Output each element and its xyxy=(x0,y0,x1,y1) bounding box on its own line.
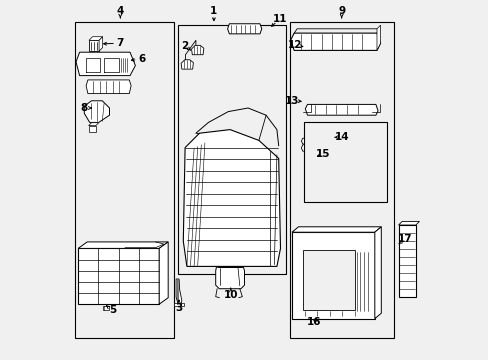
Polygon shape xyxy=(374,227,381,319)
Text: 16: 16 xyxy=(306,317,321,327)
Polygon shape xyxy=(99,37,102,51)
Polygon shape xyxy=(89,40,99,51)
Polygon shape xyxy=(159,242,168,304)
Polygon shape xyxy=(78,248,159,304)
Text: 4: 4 xyxy=(116,6,124,16)
Polygon shape xyxy=(86,80,131,94)
Text: 7: 7 xyxy=(116,38,124,48)
Text: 11: 11 xyxy=(273,14,287,24)
Text: 1: 1 xyxy=(210,6,217,16)
Polygon shape xyxy=(301,145,379,151)
Polygon shape xyxy=(215,267,244,289)
Polygon shape xyxy=(291,227,381,232)
Bar xyxy=(75,22,174,338)
Text: 8: 8 xyxy=(81,103,88,113)
Polygon shape xyxy=(183,130,280,266)
Polygon shape xyxy=(89,37,102,40)
Bar xyxy=(178,25,285,274)
Text: 13: 13 xyxy=(284,96,299,106)
Polygon shape xyxy=(301,138,379,144)
Bar xyxy=(289,22,393,338)
Text: 12: 12 xyxy=(287,40,302,50)
Text: 6: 6 xyxy=(138,54,145,64)
Polygon shape xyxy=(290,33,380,50)
Polygon shape xyxy=(84,101,109,122)
Polygon shape xyxy=(398,221,419,225)
Polygon shape xyxy=(376,25,380,50)
Polygon shape xyxy=(176,279,182,304)
Text: 17: 17 xyxy=(397,234,411,244)
Polygon shape xyxy=(327,132,336,143)
Text: 14: 14 xyxy=(334,132,348,142)
Text: 3: 3 xyxy=(175,303,182,313)
Text: 15: 15 xyxy=(315,149,329,159)
Text: 10: 10 xyxy=(223,290,238,300)
Polygon shape xyxy=(88,123,99,126)
Polygon shape xyxy=(103,306,108,310)
Polygon shape xyxy=(181,60,193,69)
Polygon shape xyxy=(305,104,377,115)
Text: 5: 5 xyxy=(108,305,116,315)
Text: 9: 9 xyxy=(337,6,345,16)
Polygon shape xyxy=(291,232,374,319)
Polygon shape xyxy=(227,24,261,34)
Bar xyxy=(303,122,386,202)
Polygon shape xyxy=(398,225,415,297)
Polygon shape xyxy=(78,242,168,248)
Text: 2: 2 xyxy=(181,41,188,51)
Bar xyxy=(302,250,354,310)
Polygon shape xyxy=(191,45,203,55)
Polygon shape xyxy=(174,303,183,306)
Polygon shape xyxy=(88,126,96,132)
Polygon shape xyxy=(76,52,135,76)
